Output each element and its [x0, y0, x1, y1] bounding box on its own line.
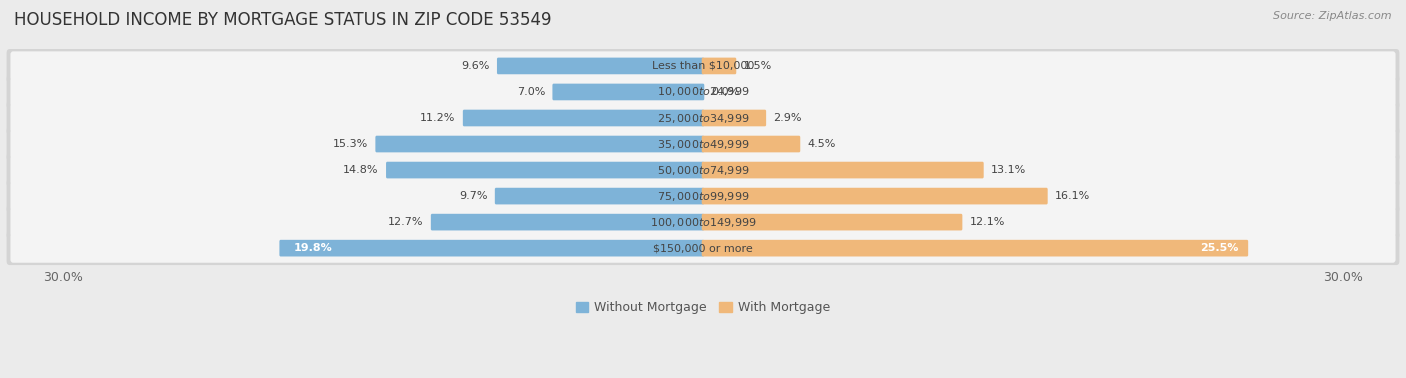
Text: 16.1%: 16.1%: [1054, 191, 1090, 201]
FancyBboxPatch shape: [10, 51, 1396, 81]
FancyBboxPatch shape: [702, 136, 800, 152]
Text: Source: ZipAtlas.com: Source: ZipAtlas.com: [1274, 11, 1392, 21]
FancyBboxPatch shape: [430, 214, 704, 231]
Text: 11.2%: 11.2%: [420, 113, 456, 123]
Text: 9.7%: 9.7%: [460, 191, 488, 201]
Text: $35,000 to $49,999: $35,000 to $49,999: [657, 138, 749, 150]
FancyBboxPatch shape: [10, 155, 1396, 184]
FancyBboxPatch shape: [7, 75, 1399, 109]
Text: $75,000 to $99,999: $75,000 to $99,999: [657, 190, 749, 203]
FancyBboxPatch shape: [702, 240, 1249, 257]
FancyBboxPatch shape: [702, 188, 1047, 204]
FancyBboxPatch shape: [702, 214, 962, 231]
Text: $100,000 to $149,999: $100,000 to $149,999: [650, 215, 756, 229]
Text: 25.5%: 25.5%: [1199, 243, 1239, 253]
FancyBboxPatch shape: [7, 205, 1399, 239]
Legend: Without Mortgage, With Mortgage: Without Mortgage, With Mortgage: [571, 296, 835, 319]
FancyBboxPatch shape: [702, 57, 737, 74]
FancyBboxPatch shape: [10, 77, 1396, 107]
Text: 7.0%: 7.0%: [517, 87, 546, 97]
FancyBboxPatch shape: [10, 234, 1396, 263]
FancyBboxPatch shape: [7, 127, 1399, 161]
Text: HOUSEHOLD INCOME BY MORTGAGE STATUS IN ZIP CODE 53549: HOUSEHOLD INCOME BY MORTGAGE STATUS IN Z…: [14, 11, 551, 29]
FancyBboxPatch shape: [702, 162, 984, 178]
Text: 15.3%: 15.3%: [333, 139, 368, 149]
FancyBboxPatch shape: [553, 84, 704, 100]
FancyBboxPatch shape: [387, 162, 704, 178]
FancyBboxPatch shape: [10, 208, 1396, 237]
Text: 0.0%: 0.0%: [711, 87, 740, 97]
Text: Less than $10,000: Less than $10,000: [652, 61, 754, 71]
FancyBboxPatch shape: [7, 49, 1399, 83]
FancyBboxPatch shape: [375, 136, 704, 152]
Text: 4.5%: 4.5%: [807, 139, 837, 149]
FancyBboxPatch shape: [10, 104, 1396, 133]
Text: $150,000 or more: $150,000 or more: [654, 243, 752, 253]
Text: 19.8%: 19.8%: [294, 243, 332, 253]
Text: $25,000 to $34,999: $25,000 to $34,999: [657, 112, 749, 124]
Text: 12.7%: 12.7%: [388, 217, 423, 227]
FancyBboxPatch shape: [7, 101, 1399, 135]
Text: 12.1%: 12.1%: [970, 217, 1005, 227]
FancyBboxPatch shape: [496, 57, 704, 74]
FancyBboxPatch shape: [7, 231, 1399, 265]
FancyBboxPatch shape: [463, 110, 704, 126]
FancyBboxPatch shape: [7, 179, 1399, 213]
FancyBboxPatch shape: [10, 181, 1396, 211]
FancyBboxPatch shape: [7, 153, 1399, 187]
FancyBboxPatch shape: [702, 110, 766, 126]
Text: 1.5%: 1.5%: [744, 61, 772, 71]
FancyBboxPatch shape: [495, 188, 704, 204]
FancyBboxPatch shape: [280, 240, 704, 257]
Text: $10,000 to $24,999: $10,000 to $24,999: [657, 85, 749, 99]
FancyBboxPatch shape: [10, 129, 1396, 159]
Text: $50,000 to $74,999: $50,000 to $74,999: [657, 164, 749, 177]
Text: 9.6%: 9.6%: [461, 61, 489, 71]
Text: 13.1%: 13.1%: [991, 165, 1026, 175]
Text: 2.9%: 2.9%: [773, 113, 801, 123]
Text: 14.8%: 14.8%: [343, 165, 378, 175]
